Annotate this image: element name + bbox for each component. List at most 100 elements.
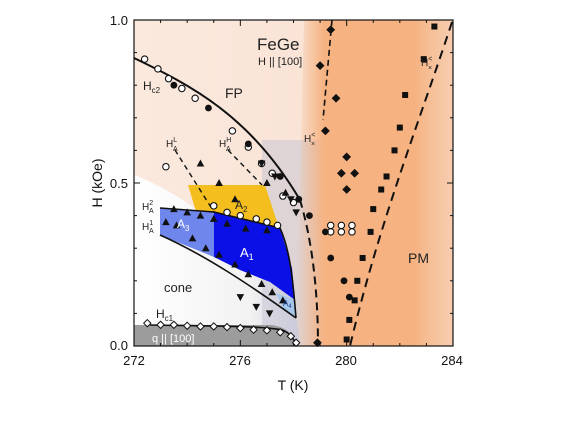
marker-diamond-open-2 [169, 320, 179, 330]
y-tick-label-0: 0.0 [110, 338, 128, 353]
marker-square-filled-10 [354, 277, 361, 284]
q100-label: q || [100] [152, 333, 194, 345]
ha1-sub: A [149, 228, 154, 235]
marker-square-filled-4 [391, 147, 398, 154]
marker-diamond-filled-2 [331, 93, 341, 103]
marker-diamond-filled-4 [342, 152, 352, 162]
hah-dashed [227, 149, 263, 186]
marker-square-filled-7 [370, 206, 377, 213]
marker-circle-filled-8 [340, 277, 348, 285]
marker-square-filled-3 [396, 124, 403, 131]
marker-circle-filled-1 [205, 104, 212, 112]
a3-region [160, 208, 214, 257]
marker-diamond-filled-6 [350, 168, 360, 178]
chart-subtitle: H || [100] [258, 56, 302, 68]
marker-diamond-open-5 [209, 322, 219, 331]
y-tick-label-1: 0.5 [110, 176, 128, 191]
marker-triangle-up-9 [223, 219, 231, 227]
marker-circle-open-5 [228, 127, 237, 135]
marker-triangle-up-14 [188, 234, 197, 242]
marker-circle-filled-5 [306, 212, 313, 220]
hc1-label: Hc1 [156, 307, 174, 323]
marker-diamond-open-0 [142, 318, 152, 328]
x-tick-label-0: 272 [123, 353, 145, 368]
cone-label: cone [164, 280, 192, 295]
marker-diamond-filled-5 [336, 168, 346, 178]
marker-triangle-up-16 [215, 250, 223, 258]
ha1-label: H1 [142, 220, 153, 233]
pm-left-dashed [322, 19, 333, 121]
marker-circle-open-22 [263, 218, 271, 226]
a-lower-curve [159, 234, 297, 319]
marker-triangle-down-6 [265, 310, 274, 318]
pm-label: PM [408, 250, 429, 266]
hx-dashed [299, 199, 319, 347]
marker-triangle-down-1 [271, 173, 279, 181]
hal-sub: A [173, 146, 178, 153]
marker-diamond-filled-0 [326, 25, 336, 35]
marker-square-filled-0 [431, 23, 438, 30]
marker-triangle-up-13 [172, 221, 181, 229]
a4-label: A4 [283, 299, 292, 310]
marker-circle-filled-3 [276, 173, 284, 180]
marker-circle-open-11 [326, 221, 335, 230]
hx2-label: H< [421, 56, 432, 69]
marker-circle-open-15 [337, 228, 346, 236]
marker-diamond-open-1 [156, 320, 165, 330]
marker-circle-open-1 [154, 65, 162, 73]
marker-diamond-open-10 [275, 328, 285, 337]
marker-triangle-up-3 [263, 179, 271, 186]
marker-triangle-down-5 [252, 303, 261, 311]
ha2-sub: A [149, 208, 154, 215]
marker-triangle-down-2 [287, 196, 295, 204]
x-tick-label-3: 284 [441, 353, 463, 368]
hah-sub: A [226, 146, 231, 153]
chart-title: FeGe [257, 35, 300, 54]
marker-triangle-up-17 [231, 260, 239, 268]
marker-triangle-down-3 [292, 209, 300, 217]
marker-diamond-filled-1 [315, 61, 325, 71]
a1-region [214, 212, 295, 300]
marker-square-filled-8 [367, 228, 374, 235]
marker-triangle-down-4 [236, 294, 245, 302]
hx-sub: × [311, 141, 315, 148]
marker-triangle-up-11 [263, 226, 271, 234]
marker-circle-filled-6 [322, 228, 329, 236]
marker-circle-open-19 [223, 208, 231, 217]
marker-triangle-up-20 [268, 288, 277, 296]
marker-diamond-open-11 [286, 331, 296, 341]
marker-triangle-up-8 [209, 214, 218, 222]
marker-circle-filled-2 [244, 140, 252, 148]
marker-triangle-up-12 [162, 218, 170, 226]
a4-region [276, 293, 296, 318]
marker-circle-open-4 [191, 94, 199, 102]
marker-square-filled-6 [378, 186, 385, 193]
marker-circle-open-12 [337, 221, 346, 230]
marker-triangle-up-7 [196, 211, 205, 219]
y-axis-label: H (kOe) [89, 159, 105, 208]
hal-label: HL [166, 137, 177, 150]
fp-label: FP [225, 85, 243, 101]
marker-diamond-filled-3 [321, 126, 330, 136]
x-axis-label: T (K) [278, 377, 309, 393]
marker-diamond-open-9 [262, 326, 272, 335]
marker-square-filled-9 [359, 254, 366, 261]
marker-triangle-up-21 [279, 296, 287, 304]
marker-diamond-open-7 [236, 323, 245, 333]
hal-dashed [174, 149, 215, 213]
hah-label: HH [219, 137, 231, 150]
hx-label: H< [304, 132, 315, 145]
pm-right-dashed [349, 21, 453, 347]
a3-label: A3 [177, 217, 190, 233]
marker-square-filled-5 [383, 173, 390, 180]
marker-circle-open-16 [348, 228, 356, 236]
x-tick-label-1: 276 [229, 353, 251, 368]
y-tick-label-2: 1.0 [110, 13, 128, 28]
x-tick-label-2: 280 [335, 353, 357, 368]
axis-ticks [133, 19, 454, 347]
marker-circle-open-18 [210, 202, 218, 210]
marker-diamond-open-4 [196, 322, 205, 331]
a1-right-curve [279, 227, 297, 319]
marker-circle-filled-7 [327, 254, 335, 262]
